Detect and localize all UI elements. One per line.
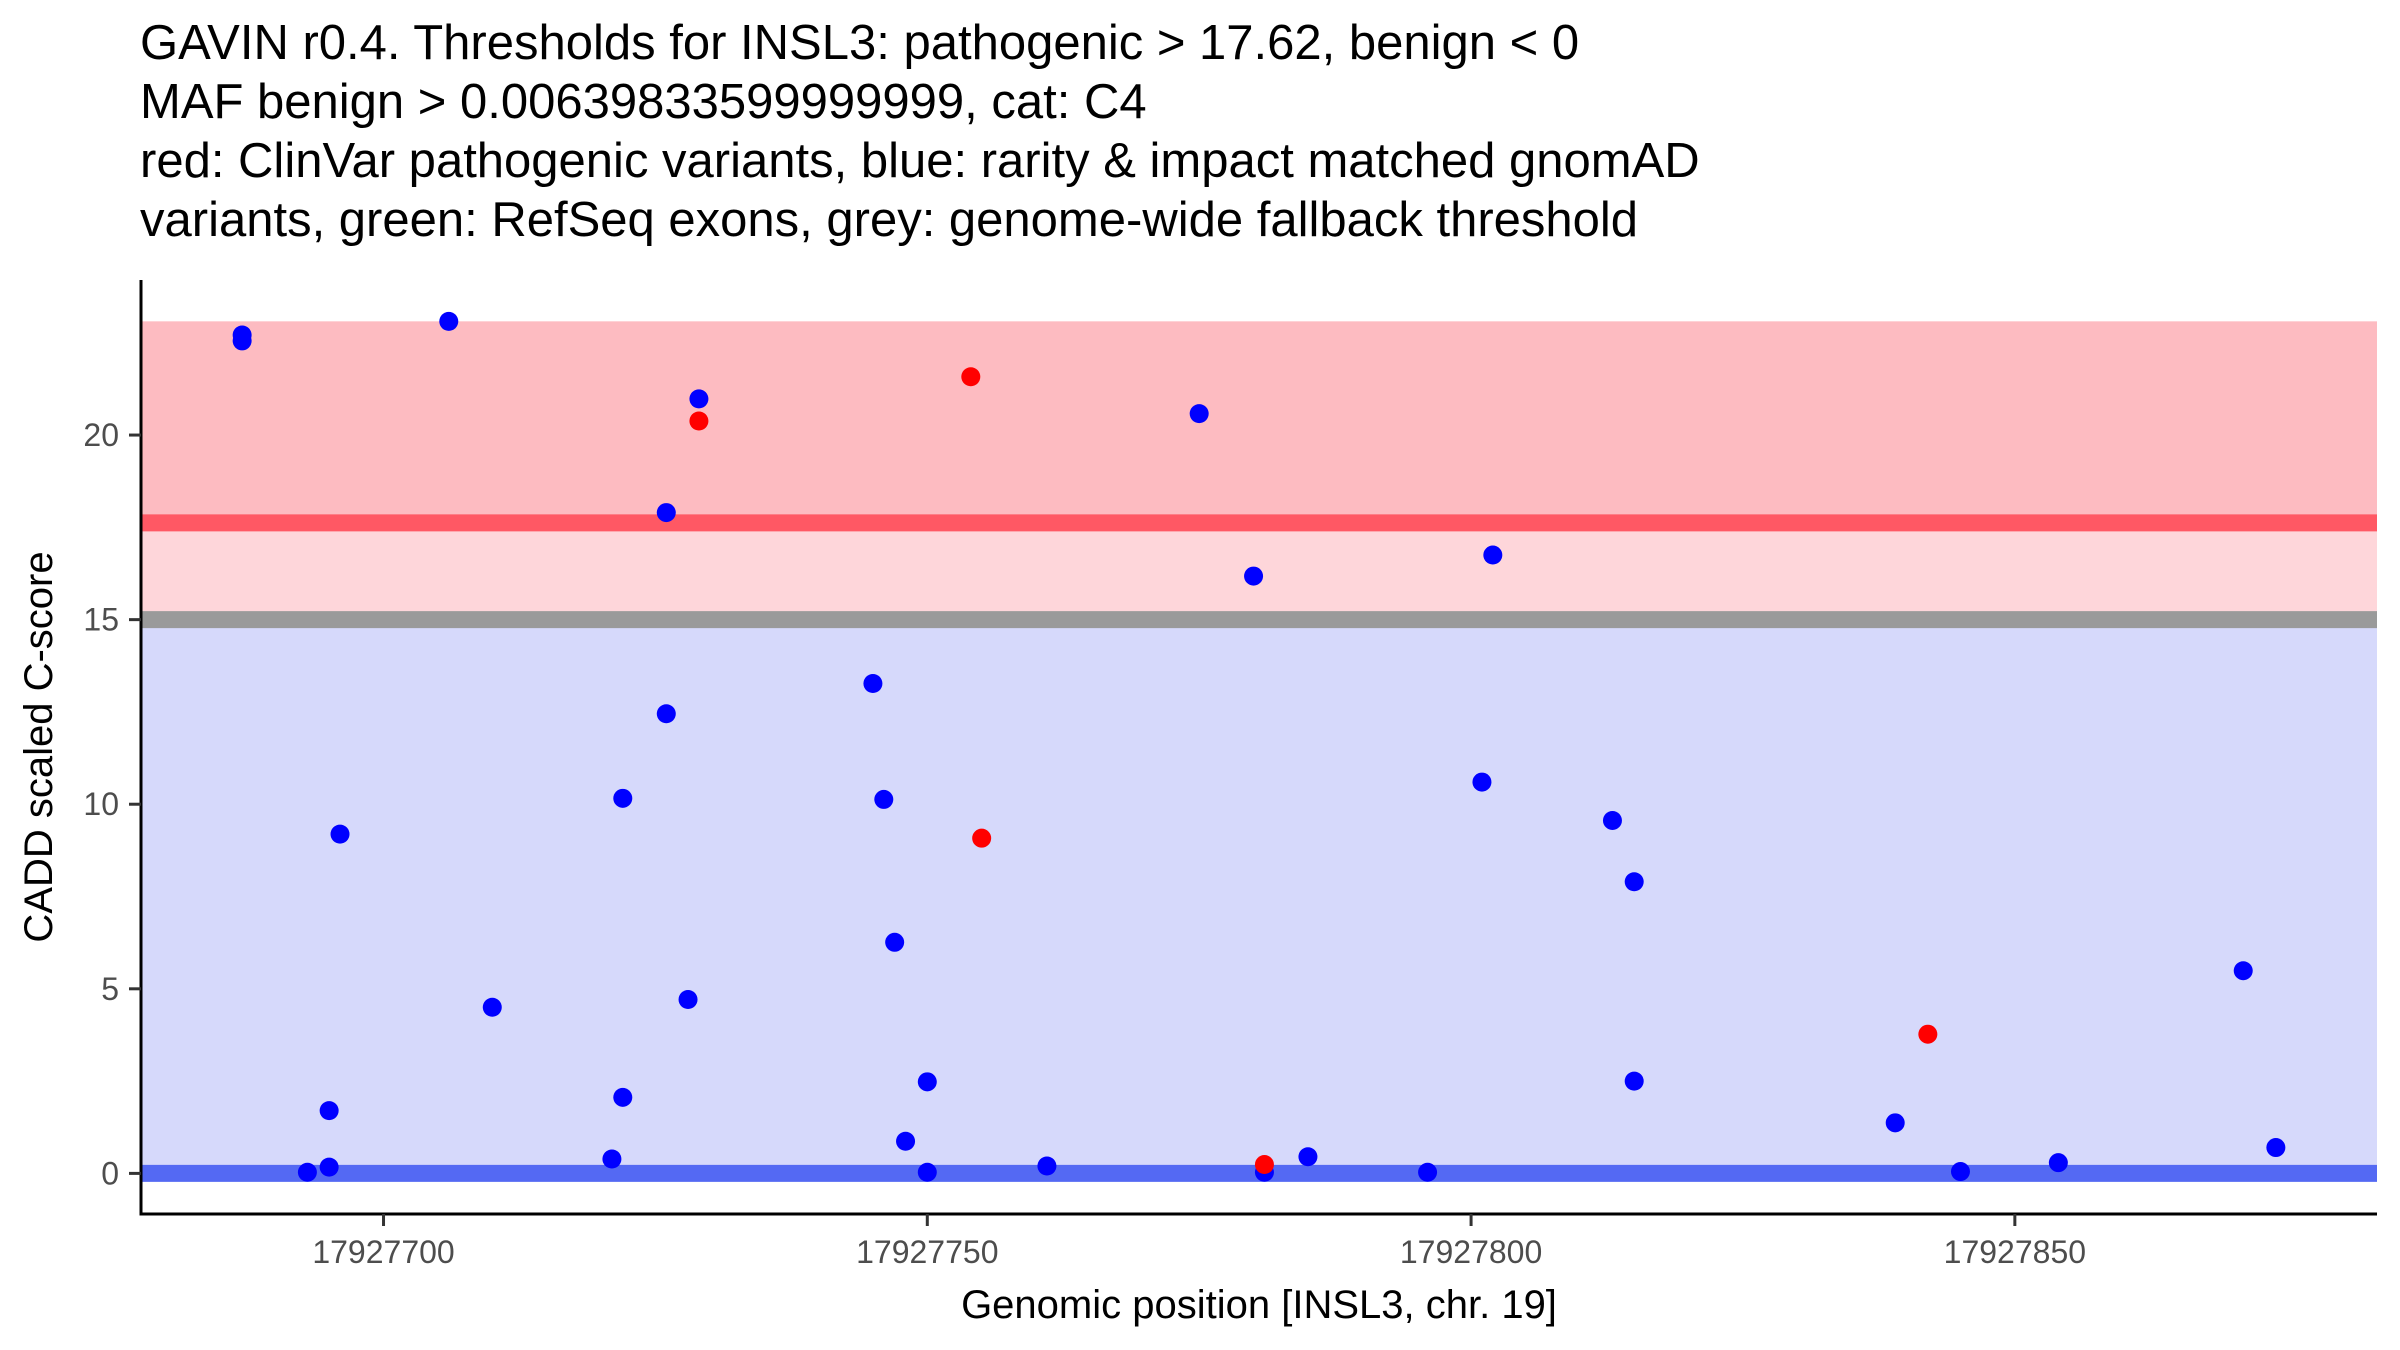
gnomad-variant-point — [1483, 545, 1503, 565]
clinvar-variant-point — [1918, 1024, 1938, 1044]
gnomad-variant-point — [319, 1101, 339, 1121]
x-tick-label: 17927750 — [856, 1234, 998, 1270]
gnomad-variant-point — [613, 788, 633, 808]
gnomad-variant-point — [1037, 1156, 1057, 1176]
y-tick-label: 15 — [83, 602, 119, 638]
title-line-1: GAVIN r0.4. Thresholds for INSL3: pathog… — [140, 16, 1580, 70]
x-axis-ticks: 17927700 17927750 17927800 17927850 — [312, 1214, 2086, 1270]
title-line-3: red: ClinVar pathogenic variants, blue: … — [140, 134, 1700, 188]
gnomad-variant-point — [1885, 1113, 1905, 1133]
gnomad-variant-point — [656, 503, 676, 523]
y-axis-ticks: 0 5 10 15 20 — [83, 417, 141, 1191]
gnomad-variant-point — [656, 704, 676, 724]
gnomad-variant-point — [2233, 961, 2253, 981]
gnomad-variant-point — [232, 331, 252, 351]
gnomad-variant-point — [1624, 872, 1644, 892]
y-tick-label: 10 — [83, 786, 119, 822]
gnomad-variant-point — [613, 1087, 633, 1107]
y-tick-label: 5 — [101, 971, 119, 1007]
title-line-4: variants, green: RefSeq exons, grey: gen… — [140, 193, 1639, 247]
clinvar-variant-point — [689, 411, 709, 431]
series-clinvar — [689, 367, 1938, 1175]
gnomad-variant-point — [1244, 566, 1264, 586]
y-axis-title: CADD scaled C-score — [17, 551, 61, 942]
y-tick-label: 0 — [101, 1155, 119, 1191]
gnomad-variant-point — [885, 932, 905, 952]
y-tick-label: 20 — [83, 417, 119, 453]
x-tick-label: 17927850 — [1944, 1234, 2086, 1270]
gnomad-variant-point — [1950, 1162, 1970, 1182]
clinvar-variant-point — [961, 367, 981, 387]
title-line-2: MAF benign > 0.00639833599999999, cat: C… — [140, 75, 1147, 129]
chart-title: GAVIN r0.4. Thresholds for INSL3: pathog… — [140, 14, 1700, 250]
benign-region — [141, 619, 2377, 1174]
x-tick-label: 17927800 — [1400, 1234, 1542, 1270]
gnomad-variant-point — [689, 389, 709, 409]
gnomad-variant-point — [602, 1149, 622, 1169]
gnomad-variant-point — [2048, 1153, 2068, 1173]
gnomad-variant-point — [917, 1072, 937, 1092]
gnomad-variant-point — [297, 1162, 317, 1182]
gnomad-variant-point — [1298, 1147, 1318, 1167]
gnomad-variant-point — [1624, 1071, 1644, 1091]
gnomad-variant-point — [1472, 772, 1492, 792]
gnomad-variant-point — [874, 789, 894, 809]
pathogenic-region — [141, 321, 2377, 523]
gnomad-variant-point — [1602, 810, 1622, 830]
gnomad-variant-point — [2266, 1138, 2286, 1158]
gnomad-variant-point — [863, 674, 883, 694]
series-gnomad — [232, 311, 2286, 1182]
threshold-bands — [141, 321, 2377, 1174]
axes: 0 5 10 15 20 17927700 17927750 17927800 1792785… — [83, 280, 2377, 1270]
clinvar-variant-point — [1254, 1155, 1274, 1175]
data-points — [232, 311, 2286, 1182]
gnomad-variant-point — [917, 1162, 937, 1182]
gnomad-variant-point — [319, 1157, 339, 1177]
x-axis-title: Genomic position [INSL3, chr. 19] — [961, 1283, 1557, 1327]
x-tick-label: 17927700 — [312, 1234, 454, 1270]
gnomad-variant-point — [439, 311, 459, 331]
gnomad-variant-point — [330, 824, 350, 844]
gnomad-variant-point — [1189, 404, 1209, 424]
clinvar-variant-point — [972, 828, 992, 848]
gnomad-variant-point — [1418, 1162, 1438, 1182]
gnomad-variant-point — [678, 990, 698, 1010]
gnomad-variant-point — [482, 997, 502, 1017]
gnomad-variant-point — [896, 1131, 916, 1151]
